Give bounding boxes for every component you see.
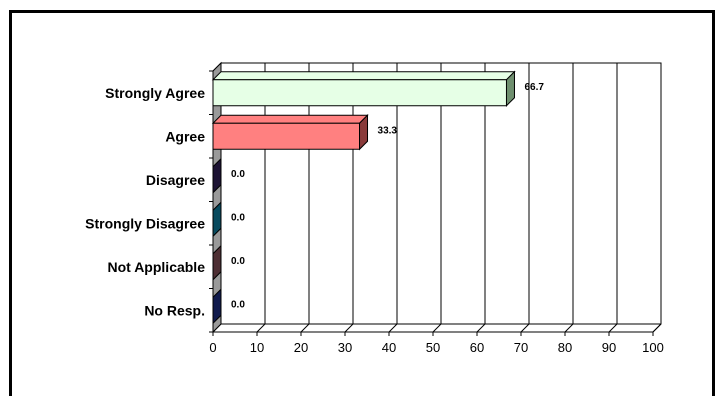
x-tick-label: 10 [250, 340, 264, 355]
bar-side [212, 288, 222, 325]
x-tick-label: 90 [602, 340, 616, 355]
floor-gridline [564, 323, 574, 333]
bar-side [359, 114, 369, 151]
floor-gridline [432, 323, 442, 333]
x-tick-label: 0 [209, 340, 216, 355]
category-label: Strongly Agree [105, 85, 205, 101]
floor-gridline [344, 323, 354, 333]
bar [212, 79, 507, 107]
x-tick-label: 40 [382, 340, 396, 355]
x-tick-label: 70 [514, 340, 528, 355]
data-label: 66.7 [524, 82, 544, 93]
category-label: Disagree [146, 172, 205, 188]
category-label: Agree [165, 128, 205, 144]
data-label: 0.0 [231, 212, 245, 223]
floor-gridline [652, 323, 662, 333]
bar-top [211, 114, 369, 124]
data-label: 0.0 [231, 169, 245, 180]
x-tick-label: 80 [558, 340, 572, 355]
x-tick-label: 60 [470, 340, 484, 355]
floor-gridline [388, 323, 398, 333]
floor-gridline [520, 323, 530, 333]
floor-gridline [476, 323, 486, 333]
data-label: 0.0 [231, 256, 245, 267]
floor-gridline [608, 323, 618, 333]
bar-top [211, 71, 516, 81]
bar-side [212, 244, 222, 281]
x-tick-label: 30 [338, 340, 352, 355]
floor-gridline [256, 323, 266, 333]
x-tick-label: 100 [642, 340, 664, 355]
bar-side [212, 201, 222, 238]
bar [212, 122, 361, 150]
category-label: Not Applicable [108, 259, 206, 275]
bar-side [212, 157, 222, 194]
data-label: 33.3 [378, 125, 398, 136]
category-label: No Resp. [144, 302, 205, 318]
x-tick-label: 50 [426, 340, 440, 355]
floor-gridline [300, 323, 310, 333]
category-label: Strongly Disagree [85, 215, 205, 231]
data-label: 0.0 [231, 299, 245, 310]
x-tick-label: 20 [294, 340, 308, 355]
bar-side [505, 70, 515, 107]
